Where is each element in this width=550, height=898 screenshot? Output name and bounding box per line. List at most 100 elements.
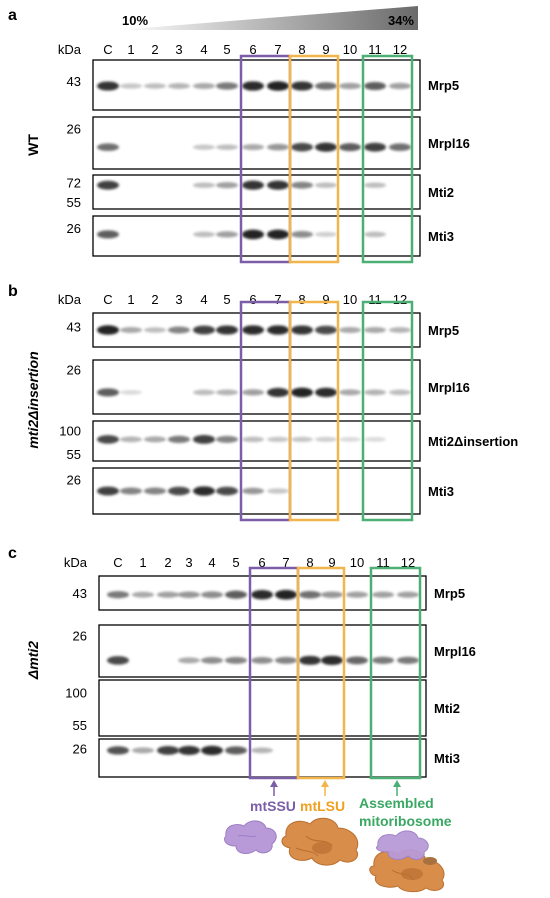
- blot-mti2: 72 55 Mti2: [67, 174, 454, 210]
- band: [389, 143, 411, 151]
- band: [168, 83, 190, 89]
- band: [144, 83, 166, 89]
- band: [299, 590, 321, 599]
- lane-label: 3: [175, 292, 182, 307]
- band: [275, 656, 297, 664]
- mtlsu-subunit-illustration: [281, 817, 359, 866]
- band: [315, 82, 337, 90]
- lane-label: 1: [127, 292, 134, 307]
- band: [397, 591, 419, 598]
- mtssu-subunit-illustration: [223, 820, 277, 854]
- band: [364, 182, 386, 188]
- band: [216, 486, 238, 496]
- lane-label: 3: [175, 42, 182, 57]
- size-marker: 43: [73, 586, 87, 601]
- band: [193, 486, 215, 496]
- assembled-arrow: [393, 780, 401, 796]
- gel-frame: [98, 624, 427, 678]
- lane-label: 8: [298, 292, 305, 307]
- band: [193, 325, 215, 335]
- band: [193, 389, 215, 396]
- band: [389, 389, 411, 396]
- assembled-label-line1: Assembled: [359, 795, 434, 811]
- protein-label: Mrp5: [434, 586, 465, 601]
- lane-label: 4: [200, 292, 207, 307]
- protein-label: Mrp5: [428, 78, 459, 93]
- band: [315, 142, 337, 152]
- lane-label: 12: [401, 555, 415, 570]
- band: [120, 83, 142, 89]
- band: [144, 327, 166, 333]
- size-marker: 100: [65, 685, 87, 700]
- band: [178, 745, 200, 755]
- lane-label: 5: [223, 292, 230, 307]
- blot-mti2: 100 55 Mti2: [65, 679, 460, 737]
- band: [97, 325, 119, 335]
- band: [291, 81, 313, 91]
- fraction-box-assembled: [361, 300, 414, 522]
- band: [201, 591, 223, 599]
- lane-label: 6: [249, 292, 256, 307]
- band: [267, 436, 289, 442]
- fraction-box-assembled: [369, 566, 422, 780]
- band: [157, 591, 179, 598]
- band: [120, 487, 142, 495]
- fraction-box-mtlsu: [296, 566, 346, 780]
- lane-label: 3: [185, 555, 192, 570]
- gradient-low-label: 10%: [122, 13, 148, 28]
- gel-frame: [98, 679, 427, 737]
- band: [364, 327, 386, 333]
- band: [216, 389, 238, 396]
- band: [339, 82, 361, 90]
- band: [321, 655, 343, 666]
- panel-letter: b: [8, 283, 18, 300]
- band: [97, 486, 119, 496]
- band: [242, 144, 264, 151]
- protein-label: Mrpl16: [434, 644, 476, 659]
- band: [242, 81, 264, 91]
- band: [251, 656, 273, 664]
- band: [291, 325, 313, 335]
- band: [120, 436, 142, 443]
- size-marker: 72: [67, 175, 81, 190]
- band: [389, 327, 411, 333]
- band: [275, 589, 297, 600]
- band: [216, 144, 238, 150]
- band: [315, 387, 337, 398]
- band: [97, 435, 119, 444]
- band: [364, 389, 386, 396]
- band: [267, 180, 289, 190]
- band: [267, 488, 289, 494]
- size-marker: 26: [67, 121, 81, 136]
- band: [120, 390, 142, 395]
- band: [346, 591, 368, 598]
- band: [201, 745, 223, 756]
- lane-label: 8: [306, 555, 313, 570]
- mitoribosome-illustration: [369, 830, 445, 893]
- lane-label: 12: [393, 42, 407, 57]
- lane-label: 7: [274, 42, 281, 57]
- mtssu-arrow: [270, 780, 278, 796]
- size-marker: 43: [67, 74, 81, 89]
- lane-label: C: [113, 555, 122, 570]
- band: [97, 143, 119, 151]
- lane-label: 5: [223, 42, 230, 57]
- band: [242, 389, 264, 396]
- band: [120, 327, 142, 333]
- band: [144, 487, 166, 495]
- lane-label: 2: [151, 292, 158, 307]
- fraction-box-mtlsu: [288, 54, 340, 264]
- lane-label: 5: [232, 555, 239, 570]
- protein-label: Mrp5: [428, 323, 459, 338]
- lane-label: C: [103, 292, 112, 307]
- lane-label: 6: [249, 42, 256, 57]
- lane-label: 7: [282, 555, 289, 570]
- fraction-boxes: [239, 54, 422, 780]
- band: [339, 143, 361, 152]
- band: [216, 231, 238, 238]
- band: [321, 591, 343, 598]
- band: [97, 388, 119, 397]
- band: [291, 436, 313, 442]
